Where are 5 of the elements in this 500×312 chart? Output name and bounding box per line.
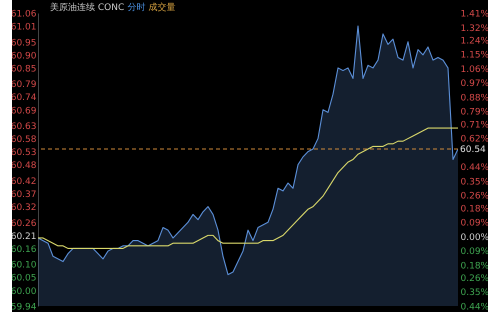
- ref-line-label: 60.54: [460, 145, 486, 156]
- text: 成交量: [148, 3, 176, 13]
- line-series: [38, 128, 458, 249]
- text: 分时: [127, 3, 146, 13]
- chart-title: 美原油连续 CONC: [50, 3, 124, 13]
